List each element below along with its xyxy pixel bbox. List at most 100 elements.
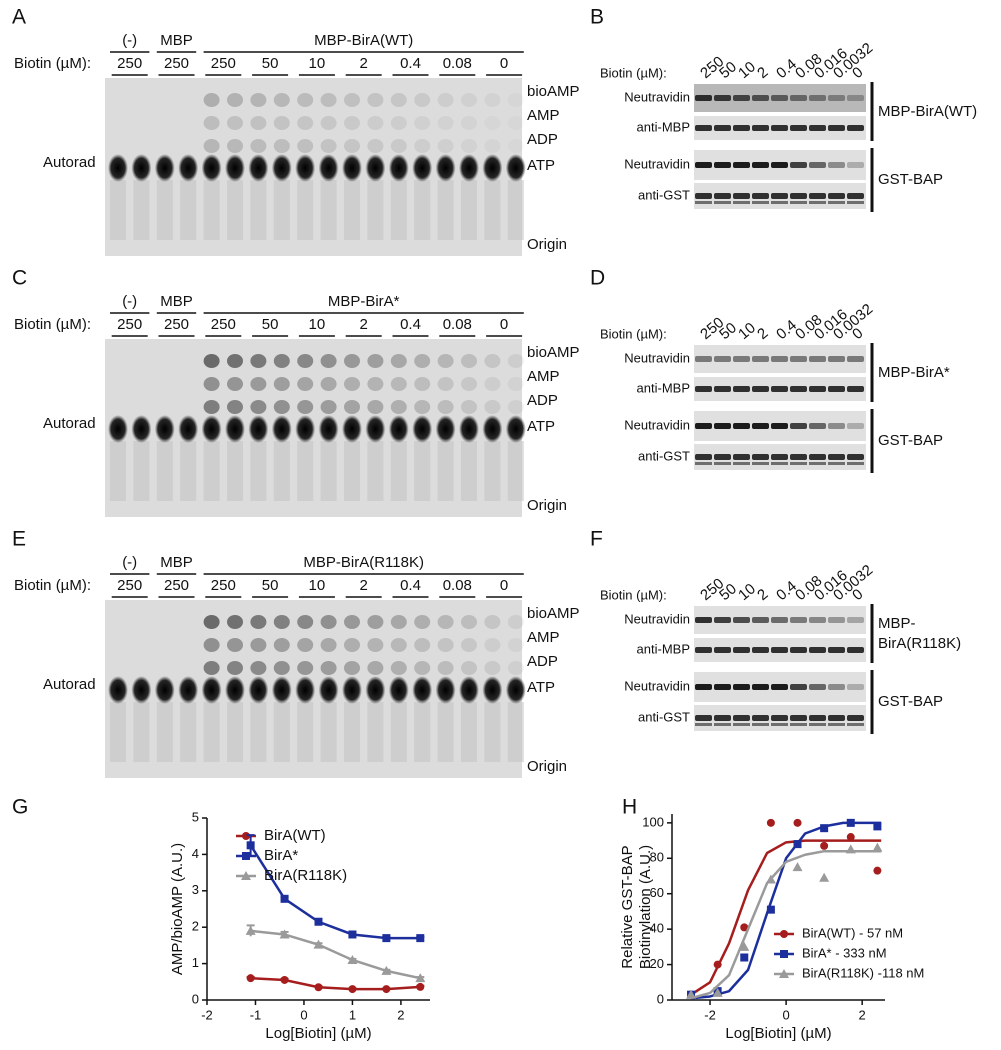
product-spot [508, 139, 524, 153]
x-tick-label: 2 [397, 1007, 404, 1022]
marker [740, 953, 749, 962]
x-axis-label: Log[Biotin] (µM) [265, 1025, 371, 1042]
marker [766, 905, 775, 914]
biotin-label: Biotin (µM): [600, 587, 667, 602]
blot-band [752, 723, 769, 726]
blot-band [714, 356, 731, 362]
product-spot [461, 615, 477, 629]
product-spot [461, 116, 477, 130]
atp-spot [412, 676, 433, 704]
lane-smear [273, 441, 290, 501]
group-label: (-) [122, 32, 137, 49]
product-spot [367, 139, 384, 153]
blot-band [847, 95, 864, 101]
atp-spot [271, 676, 292, 704]
product-spot [203, 638, 220, 652]
atp-spot [295, 415, 316, 443]
y-axis-label: AMP/bioAMP (A.U.) [169, 843, 186, 975]
blot-band [733, 356, 750, 362]
lane-smear [203, 702, 220, 762]
blot-band [714, 423, 731, 429]
atp-spot [435, 154, 456, 182]
marker [416, 934, 425, 943]
blot-band [828, 723, 845, 726]
spot-label: bioAMP [527, 83, 580, 100]
product-spot [461, 377, 477, 391]
panel-letter: E [12, 528, 26, 551]
spot-label: ADP [527, 392, 558, 409]
lane-smear [273, 180, 290, 240]
legend-marker [241, 871, 251, 880]
biotin-value: 0.08 [443, 577, 472, 594]
blot-band [809, 462, 826, 465]
blot-band [714, 201, 731, 204]
lane-smear [203, 180, 220, 240]
atp-spot [154, 676, 175, 704]
blot-band [790, 386, 807, 392]
blot-band [733, 715, 750, 721]
blot-band [695, 125, 712, 131]
blot-band [847, 647, 864, 653]
blot-band [771, 356, 788, 362]
product-spot [250, 116, 267, 130]
biotin-value: 250 [211, 577, 236, 594]
product-spot [273, 661, 290, 675]
atp-spot [365, 415, 386, 443]
product-spot [484, 116, 500, 130]
marker [793, 818, 802, 827]
blot-band [695, 684, 712, 690]
blot-band [733, 423, 750, 429]
blot-band [733, 647, 750, 653]
y-tick-label: 0 [657, 991, 664, 1006]
blot-band [714, 462, 731, 465]
product-spot [297, 615, 314, 629]
product-spot [227, 139, 243, 153]
lane-label: 2 [754, 64, 771, 82]
product-spot [250, 377, 267, 391]
x-tick-label: 2 [859, 1007, 866, 1022]
product-spot [320, 400, 337, 414]
y-tick-label: 1 [192, 955, 199, 970]
product-spot [507, 400, 524, 414]
lane-label: 0 [849, 325, 866, 343]
product-spot [344, 615, 360, 629]
y-tick-label: 2 [192, 919, 199, 934]
lane-smear [484, 441, 501, 501]
group-label: MBP [160, 554, 193, 571]
product-spot [414, 116, 431, 130]
blot-band [790, 162, 807, 168]
blot-band [752, 201, 769, 204]
lane-smear [367, 441, 384, 501]
atp-spot [201, 415, 222, 443]
panel-letter: A [12, 6, 26, 29]
lane-smear [390, 702, 407, 762]
atp-spot [225, 154, 245, 182]
product-spot [250, 93, 267, 107]
blot-band [695, 617, 712, 623]
blot-band [847, 193, 864, 199]
y-tick-label: 20 [650, 956, 664, 971]
biotin-value: 250 [117, 316, 142, 333]
y-axis-label: Biotinylation (A.U.) [637, 845, 654, 969]
marker [246, 841, 255, 850]
blot-band [790, 715, 807, 721]
blot-band [828, 162, 845, 168]
product-spot [227, 638, 243, 652]
marker [381, 965, 392, 975]
product-spot [250, 139, 267, 153]
product-spot [297, 354, 314, 368]
marker [415, 973, 426, 983]
blot-band [771, 95, 788, 101]
blot-band [695, 386, 712, 392]
blot-band [714, 684, 731, 690]
biotin-value: 0.08 [443, 55, 472, 72]
blot-band [828, 715, 845, 721]
product-spot [203, 615, 220, 629]
blot-band [733, 125, 750, 131]
blot-band [714, 715, 731, 721]
lane-smear [484, 702, 501, 762]
legend-label: BirA(WT) - 57 nM [802, 925, 903, 940]
product-spot [344, 354, 360, 368]
product-spot [437, 139, 454, 153]
blot-band [771, 386, 788, 392]
